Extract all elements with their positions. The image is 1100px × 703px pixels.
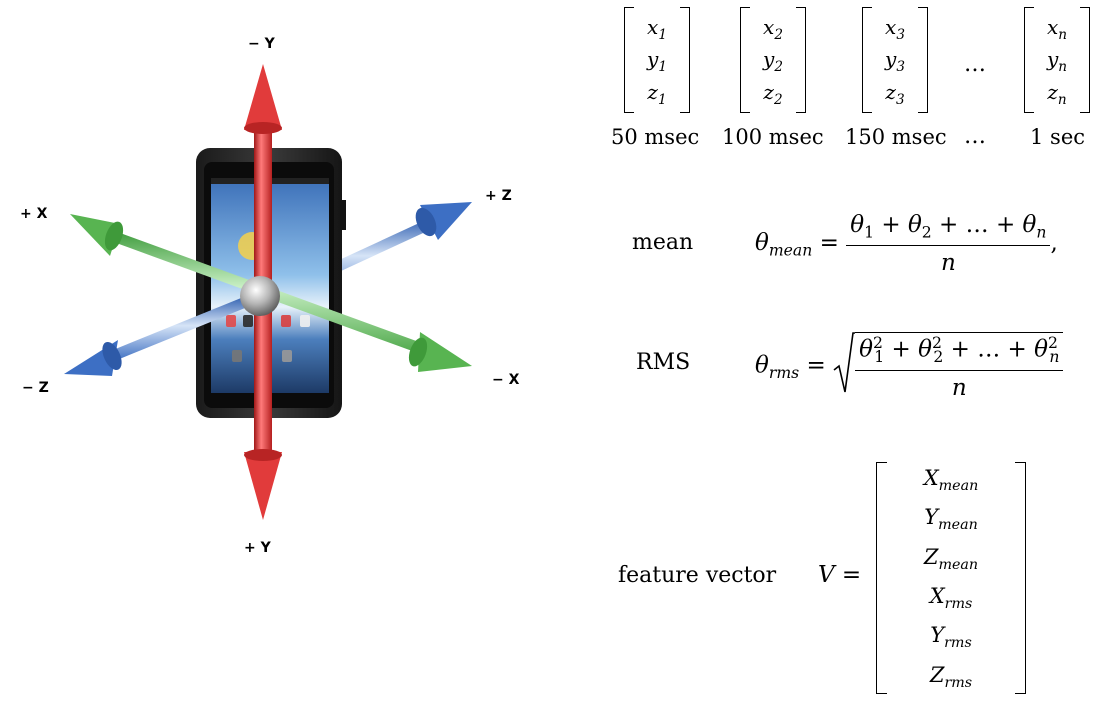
- time-label-1: 50 msec: [611, 125, 700, 149]
- fv-row-y-rms: Yrms: [930, 623, 972, 652]
- time-label-3: 150 msec: [845, 125, 947, 149]
- sample-vector-3: x3 y3 z3: [862, 7, 928, 113]
- fv-row-y-mean: Ymean: [924, 505, 978, 534]
- neg-x-label: − X: [492, 372, 520, 388]
- sample-vector-2: x2 y2 z2: [740, 7, 806, 113]
- fv-row-z-mean: Zmean: [923, 544, 979, 573]
- neg-y-label: − Y: [248, 36, 275, 52]
- time-label-2: 100 msec: [722, 125, 824, 149]
- sqrt-sign: [833, 332, 856, 393]
- sample-vector-n: xn yn zn: [1024, 7, 1090, 113]
- fv-row-x-rms: Xrms: [929, 584, 973, 613]
- fv-row-z-rms: Zrms: [929, 662, 973, 691]
- axes-illustration: [64, 64, 472, 520]
- pos-y-label: + Y: [244, 540, 271, 556]
- feature-vector-matrix: Xmean Ymean Zmean Xrms Yrms Zrms: [876, 462, 1026, 694]
- sample-vector-1: x1 y1 z1: [624, 7, 690, 113]
- z-axis-negative: [64, 296, 250, 376]
- mean-formula: θmean = θ1 + θ2 + … + θn n ,: [755, 212, 1058, 277]
- fv-row-x-mean: Xmean: [923, 466, 979, 494]
- neg-z-label: − Z: [22, 380, 49, 396]
- ellipsis-vectors: …: [964, 52, 986, 77]
- rms-formula: θrms = θ21 + θ22 + … + θ2n n: [755, 332, 1064, 401]
- pos-z-label: + Z: [485, 188, 512, 204]
- rms-label: RMS: [636, 350, 691, 375]
- origin-sphere: [240, 276, 280, 316]
- feature-vector-label: feature vector: [618, 563, 777, 588]
- time-label-n: 1 sec: [1030, 125, 1086, 149]
- ellipsis-times: …: [964, 124, 986, 149]
- mean-label: mean: [632, 230, 694, 255]
- feature-vector-lhs: V =: [818, 562, 862, 588]
- pos-x-label: + X: [20, 206, 48, 222]
